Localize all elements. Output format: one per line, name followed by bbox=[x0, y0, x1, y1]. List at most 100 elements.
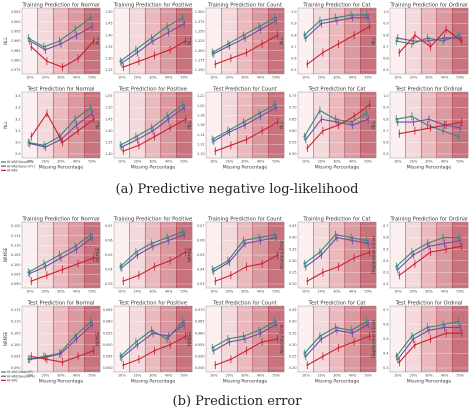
y-tick-label: 0.115 bbox=[11, 308, 21, 312]
data-point bbox=[306, 364, 309, 366]
y-tick-label: 0.4 bbox=[383, 352, 388, 356]
y-axis-label: NLL bbox=[279, 37, 284, 45]
data-point bbox=[92, 40, 95, 42]
data-point bbox=[184, 118, 187, 121]
y-tick-label: 0.4 bbox=[383, 259, 388, 263]
y-tick-label: 2.975 bbox=[11, 68, 21, 72]
data-point bbox=[92, 118, 95, 121]
data-point bbox=[460, 332, 463, 335]
data-point bbox=[227, 259, 229, 262]
data-point bbox=[150, 242, 153, 245]
y-tick-label: 0.065 bbox=[195, 320, 205, 324]
x-tick-label: 30% bbox=[57, 76, 65, 80]
data-point bbox=[411, 115, 413, 118]
data-point bbox=[459, 127, 462, 129]
y-tick-label: 0.105 bbox=[11, 253, 21, 257]
x-tick-label: 50% bbox=[180, 76, 188, 80]
panel-title: Training Prediction for Ordinal bbox=[389, 217, 467, 223]
bg-band bbox=[390, 222, 406, 288]
y-axis-label: NLL bbox=[371, 37, 376, 45]
y-tick-label: 0.100 bbox=[11, 263, 21, 267]
data-point bbox=[135, 135, 137, 138]
data-point bbox=[43, 262, 45, 265]
data-point bbox=[261, 129, 263, 132]
bg-band bbox=[360, 8, 377, 74]
data-point bbox=[211, 268, 214, 271]
data-point bbox=[242, 335, 245, 337]
data-point bbox=[46, 112, 48, 115]
y-tick-label: 1.50 bbox=[105, 10, 113, 14]
y-tick-label: 0.40 bbox=[289, 320, 297, 324]
data-point bbox=[167, 118, 170, 121]
data-point bbox=[395, 118, 398, 121]
y-tick-label: 0.6 bbox=[291, 57, 296, 61]
data-point bbox=[183, 233, 186, 236]
x-tick-label: 50% bbox=[180, 290, 188, 294]
legend-0: HI-VAE(Gaus+P)HI-VAE(Gaus+P+)HI-VAE bbox=[1, 160, 35, 173]
data-point bbox=[367, 242, 370, 245]
y-tick-label: 0.045 bbox=[195, 366, 205, 370]
data-point bbox=[61, 361, 64, 364]
data-point bbox=[304, 37, 307, 39]
y-tick-label: 0.30 bbox=[289, 259, 297, 263]
x-tick-label: 10% bbox=[26, 290, 34, 294]
y-tick-label: 0.8 bbox=[383, 33, 388, 37]
data-point bbox=[442, 323, 444, 326]
x-tick-label: 10% bbox=[210, 76, 218, 80]
data-point bbox=[443, 326, 446, 329]
data-point bbox=[457, 135, 460, 138]
data-point bbox=[398, 274, 401, 277]
y-tick-label: 0.110 bbox=[11, 320, 21, 324]
data-point bbox=[319, 109, 321, 112]
bg-band bbox=[344, 306, 361, 372]
x-axis-label: Missing Percentage bbox=[131, 165, 176, 171]
x-tick-label: 20% bbox=[42, 160, 50, 164]
y-axis-label: NLL bbox=[187, 121, 192, 129]
y-tick-label: 1.0 bbox=[291, 10, 296, 14]
data-point bbox=[120, 266, 123, 269]
data-point bbox=[120, 146, 123, 148]
data-point bbox=[261, 262, 263, 265]
data-point bbox=[75, 248, 78, 251]
bg-band bbox=[344, 222, 361, 288]
data-point bbox=[365, 14, 368, 16]
data-point bbox=[61, 66, 64, 68]
y-tick-label: 1.225 bbox=[195, 39, 205, 43]
x-tick-label: 20% bbox=[134, 160, 142, 164]
y-tick-label: 0.065 bbox=[103, 308, 113, 312]
x-tick-label: 30% bbox=[57, 160, 65, 164]
data-point bbox=[77, 129, 79, 132]
data-point bbox=[429, 251, 432, 254]
caption-a: (a) Predictive negative log-likelihood bbox=[115, 182, 359, 197]
data-point bbox=[428, 118, 430, 121]
y-tick-label: 0.07 bbox=[197, 224, 205, 228]
data-point bbox=[152, 40, 154, 42]
data-point bbox=[181, 230, 184, 233]
data-point bbox=[74, 28, 76, 31]
x-tick-label: 40% bbox=[349, 160, 357, 164]
data-point bbox=[169, 127, 172, 129]
data-point bbox=[304, 138, 307, 141]
data-point bbox=[75, 338, 78, 340]
x-tick-label: 50% bbox=[456, 374, 464, 378]
plot-frame bbox=[21, 221, 101, 289]
x-tick-label: 30% bbox=[149, 160, 157, 164]
data-point bbox=[275, 236, 278, 239]
data-point bbox=[58, 40, 61, 42]
y-tick-label: 1.55 bbox=[105, 94, 113, 98]
data-point bbox=[259, 239, 262, 242]
panel-4: 1.0 0.9 0.8 0.7 0.6 0.5 Training Prediction fo… bbox=[371, 3, 469, 80]
data-point bbox=[259, 28, 262, 31]
y-tick-label: 1.275 bbox=[195, 20, 205, 24]
data-point bbox=[336, 19, 338, 22]
plot-frame bbox=[21, 305, 101, 373]
panel-title: Test Prediction for Positive bbox=[118, 301, 187, 307]
x-tick-label: 10% bbox=[118, 374, 126, 378]
data-point bbox=[27, 358, 30, 361]
data-point bbox=[412, 121, 415, 123]
x-tick-label: 40% bbox=[257, 76, 265, 80]
data-point bbox=[306, 280, 309, 282]
bg-band bbox=[329, 306, 346, 372]
data-point bbox=[412, 40, 415, 42]
x-tick-label: 50% bbox=[272, 374, 280, 378]
